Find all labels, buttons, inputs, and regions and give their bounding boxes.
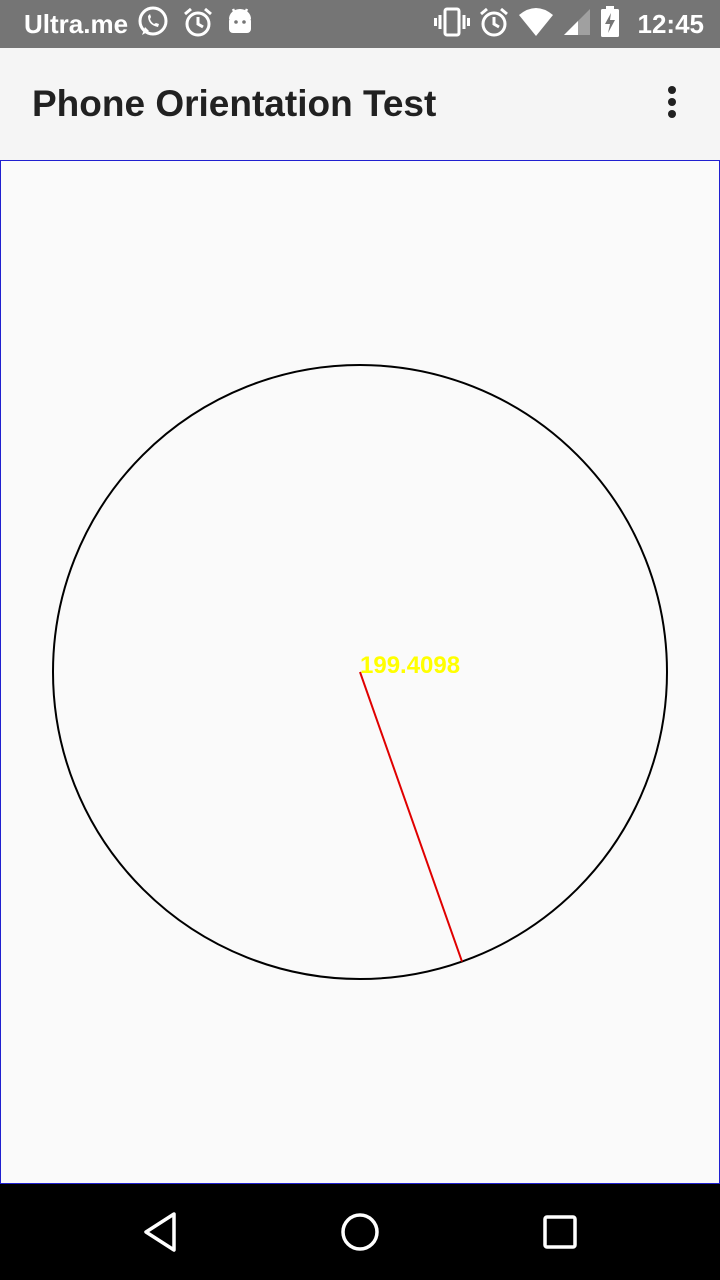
- recents-button[interactable]: [532, 1204, 588, 1260]
- home-icon: [341, 1213, 379, 1251]
- status-left: Ultra.me: [24, 0, 266, 48]
- alarm-icon: [182, 6, 214, 43]
- overflow-menu-button[interactable]: [652, 84, 692, 124]
- recents-icon: [543, 1215, 577, 1249]
- back-icon: [144, 1212, 176, 1252]
- compass-needle: [359, 671, 463, 962]
- compass-view: 199.4098: [0, 160, 720, 1184]
- status-bar: Ultra.me: [0, 0, 720, 48]
- status-right: 12:45: [433, 0, 705, 48]
- back-button[interactable]: [132, 1204, 188, 1260]
- carrier-name: Ultra.me: [24, 8, 129, 39]
- app-title: Phone Orientation Test: [32, 83, 437, 124]
- compass-canvas: 199.4098: [52, 364, 668, 980]
- android-icon: [226, 7, 254, 42]
- status-clock: 12:45: [637, 8, 705, 39]
- home-button[interactable]: [332, 1204, 388, 1260]
- navigation-bar: [0, 1184, 720, 1280]
- heading-readout: 199.4098: [360, 652, 460, 679]
- vibrate-icon: [433, 7, 470, 42]
- wifi-icon: [518, 7, 554, 42]
- alarm-icon: [478, 6, 510, 43]
- battery-charging-icon: [600, 5, 620, 43]
- signal-icon: [562, 7, 592, 42]
- more-vert-icon: [668, 86, 676, 118]
- compass-circle: [52, 364, 668, 980]
- whatsapp-icon: [136, 5, 170, 44]
- app-bar: Phone Orientation Test: [0, 48, 720, 160]
